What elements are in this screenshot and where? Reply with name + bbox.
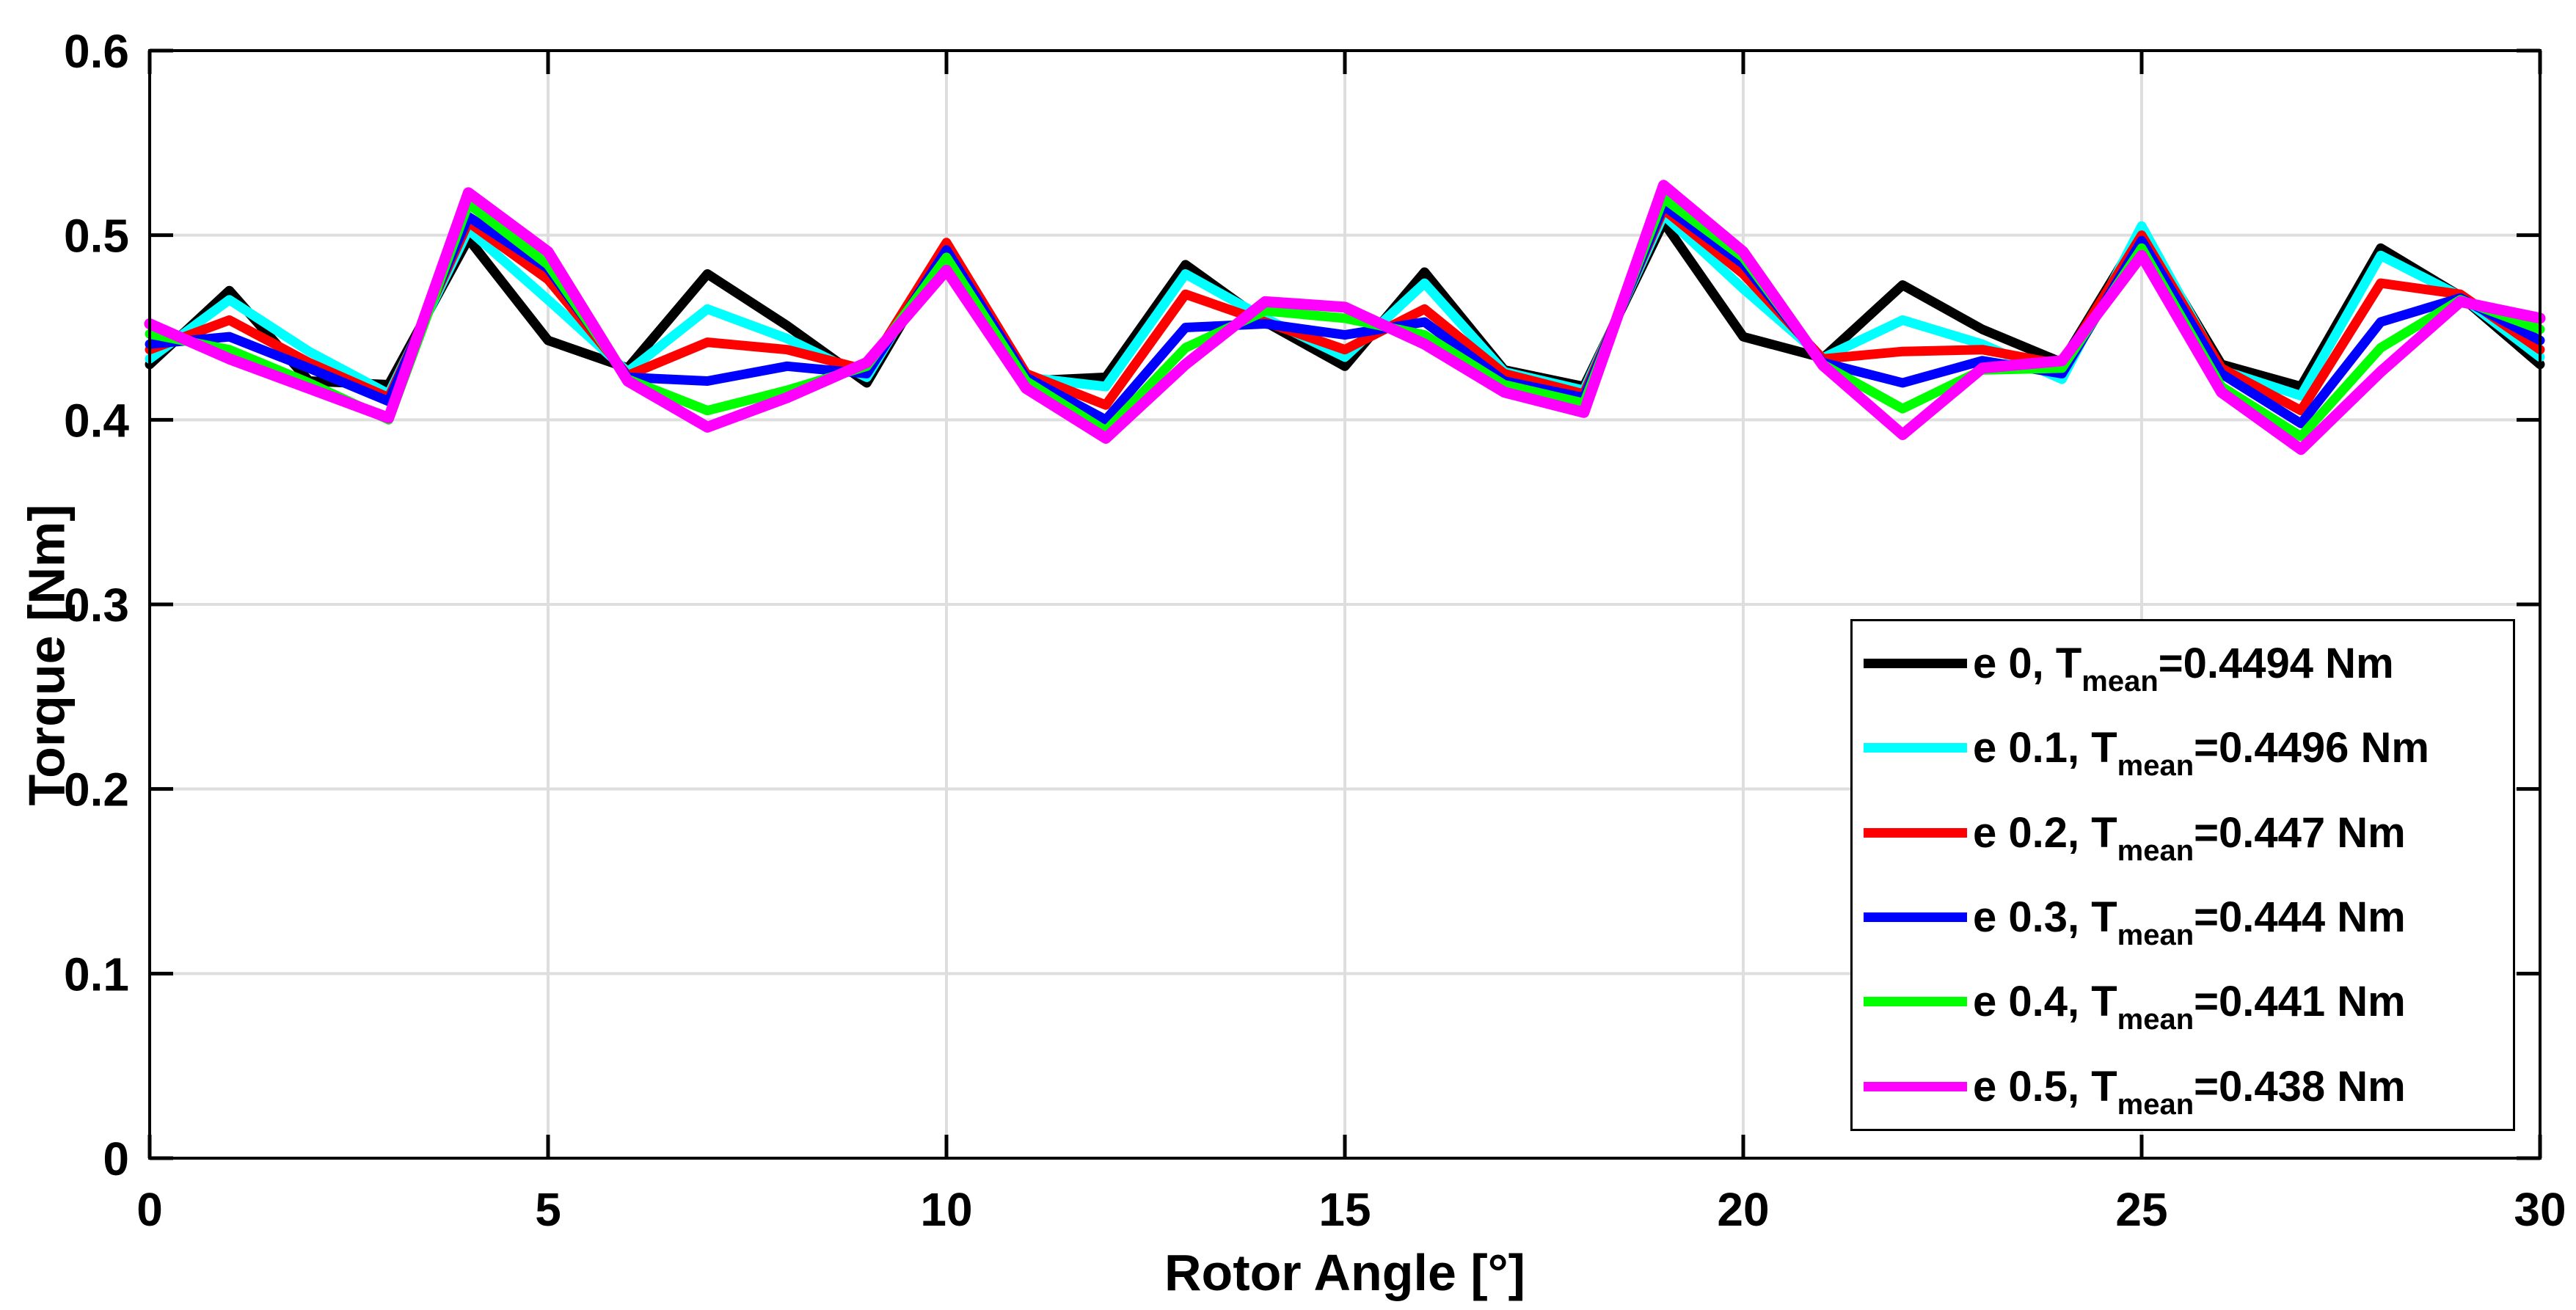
y-tick-label: 0.4 <box>64 394 129 447</box>
legend-line-sample <box>1864 659 1967 669</box>
x-tick-label: 5 <box>535 1183 561 1236</box>
y-tick-label: 0 <box>103 1132 129 1185</box>
series-line-e-0-5 <box>144 180 2546 455</box>
legend-item: e 0.3, Tmean=0.444 Nm <box>1853 876 2513 959</box>
plot-box <box>148 49 2542 1160</box>
legend-label: e 0.4, Tmean=0.441 Nm <box>1973 978 2406 1036</box>
legend-item: e 0.4, Tmean=0.441 Nm <box>1853 960 2513 1043</box>
legend-line-sample <box>1864 743 1967 753</box>
series-line-e-0-2 <box>145 204 2545 416</box>
x-tick-label: 30 <box>2514 1183 2566 1236</box>
y-axis-label: Torque [Nm] <box>18 504 75 806</box>
y-tick-label: 0.6 <box>64 25 129 78</box>
legend-label: e 0.2, Tmean=0.447 Nm <box>1973 808 2406 867</box>
x-tick-label: 15 <box>1318 1183 1371 1236</box>
y-tick-label: 0.2 <box>64 764 129 816</box>
x-axis-label: Rotor Angle [°] <box>1164 1244 1525 1301</box>
x-tick-label: 25 <box>2115 1183 2167 1236</box>
y-tick-label: 0.3 <box>64 579 129 632</box>
legend-label: e 0.5, Tmean=0.438 Nm <box>1973 1062 2406 1121</box>
legend-item: e 0, Tmean=0.4494 Nm <box>1853 622 2513 705</box>
legend-label: e 0.1, Tmean=0.4496 Nm <box>1973 724 2429 783</box>
y-axis-label-wrap: Torque [Nm] <box>6 0 87 1310</box>
legend-line-sample <box>1864 912 1967 923</box>
x-tick-label: 10 <box>920 1183 972 1236</box>
x-tick-label: 0 <box>136 1183 163 1236</box>
legend-item: e 0.5, Tmean=0.438 Nm <box>1853 1045 2513 1128</box>
y-tick-label: 0.1 <box>64 948 129 1000</box>
legend-item: e 0.2, Tmean=0.447 Nm <box>1853 791 2513 874</box>
legend-line-sample <box>1864 997 1967 1007</box>
x-tick-label: 20 <box>1717 1183 1769 1236</box>
series-line-e-0-1 <box>145 210 2545 401</box>
legend-item: e 0.1, Tmean=0.4496 Nm <box>1853 706 2513 789</box>
legend-line-sample <box>1864 1081 1967 1091</box>
legend: e 0, Tmean=0.4494 Nm e 0.1, Tmean=0.4496… <box>1850 619 2515 1131</box>
y-tick-label: 0.5 <box>64 210 129 263</box>
legend-line-sample <box>1864 827 1967 838</box>
series-line-e-0-4 <box>145 193 2545 442</box>
legend-label: e 0.3, Tmean=0.444 Nm <box>1973 893 2406 952</box>
legend-label: e 0, Tmean=0.4494 Nm <box>1973 640 2394 698</box>
